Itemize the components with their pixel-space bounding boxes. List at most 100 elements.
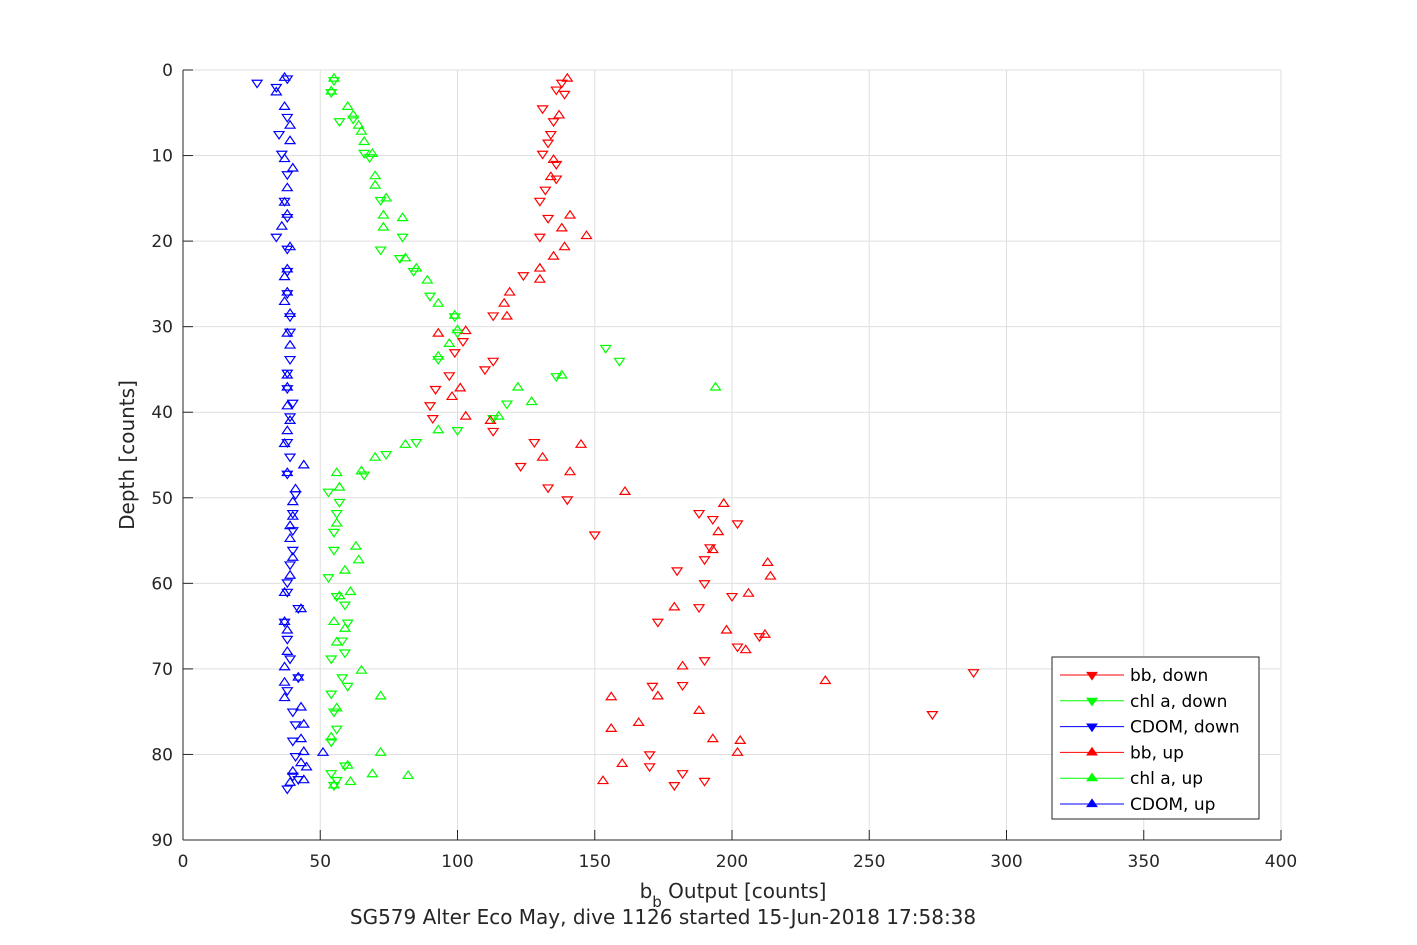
marker-cdom-up xyxy=(283,135,297,145)
marker-chl-a-up xyxy=(349,540,363,550)
marker-cdom-up xyxy=(278,676,291,686)
marker-bb-up xyxy=(547,154,560,164)
marker-chl-a-up xyxy=(374,690,387,700)
marker-cdom-up xyxy=(281,381,294,391)
marker-bb-up xyxy=(552,109,566,119)
marker-chl-a-down xyxy=(432,355,445,366)
marker-cdom-up xyxy=(283,241,297,251)
marker-chl-a-up xyxy=(325,731,338,741)
marker-cdom-up xyxy=(278,100,291,110)
marker-chl-a-down xyxy=(338,601,352,611)
marker-chl-a-down xyxy=(451,426,464,437)
marker-bb-up xyxy=(533,273,546,283)
marker-cdom-up xyxy=(281,467,294,477)
y-tick-label: 60 xyxy=(151,574,173,594)
marker-bb-down xyxy=(670,567,684,577)
marker-chl-a-down xyxy=(338,762,352,772)
marker-bb-down xyxy=(517,272,530,282)
marker-chl-a-up xyxy=(432,297,445,307)
marker-chl-a-up xyxy=(377,221,390,231)
marker-cdom-down xyxy=(281,588,294,598)
legend-box xyxy=(1051,656,1260,820)
marker-bb-up xyxy=(706,733,719,743)
marker-bb-down xyxy=(698,556,711,566)
marker-chl-a-up xyxy=(709,381,722,391)
marker-bb-down xyxy=(533,233,546,243)
marker-cdom-up xyxy=(286,496,299,506)
marker-bb-up xyxy=(498,297,511,307)
marker-cdom-up xyxy=(286,510,299,520)
marker-chl-a-down xyxy=(325,655,338,665)
marker-bb-down xyxy=(676,681,689,691)
marker-chl-a-up xyxy=(325,85,338,95)
marker-cdom-down xyxy=(281,290,294,300)
marker-cdom-up xyxy=(294,603,308,613)
axes xyxy=(182,69,1282,841)
marker-cdom-down xyxy=(286,546,299,556)
marker-cdom-down xyxy=(289,721,302,731)
marker-chl-a-up xyxy=(525,396,538,406)
marker-bb-down xyxy=(478,366,492,376)
legend-label-chl-a-up: chl a, up xyxy=(1130,769,1203,789)
marker-cdom-up xyxy=(278,196,291,206)
marker-bb-down xyxy=(698,580,711,590)
marker-chl-a-down xyxy=(379,450,393,460)
marker-bb-up xyxy=(563,466,577,476)
marker-chl-a-up xyxy=(451,324,464,334)
marker-bb-down xyxy=(692,604,706,614)
marker-cdom-down xyxy=(281,113,294,123)
marker-cdom-down xyxy=(289,752,302,762)
marker-chl-a-up xyxy=(369,170,382,180)
marker-chl-a-up xyxy=(492,410,505,420)
marker-chl-a-down xyxy=(599,344,612,354)
legend-marker-bb-down xyxy=(1086,671,1098,681)
marker-bb-up xyxy=(500,310,514,320)
marker-chl-a-up xyxy=(355,664,368,674)
marker-chl-a-down xyxy=(325,89,338,99)
marker-cdom-up xyxy=(278,271,291,281)
marker-chl-a-down xyxy=(341,682,354,692)
marker-chl-a-down xyxy=(333,498,346,508)
marker-chl-a-down xyxy=(363,154,376,164)
marker-cdom-up xyxy=(278,616,291,626)
x-axis-label-subscript: b xyxy=(652,893,662,911)
data-markers xyxy=(250,71,980,795)
marker-cdom-down xyxy=(281,385,294,395)
marker-bb-up xyxy=(668,601,681,611)
marker-cdom-down xyxy=(281,171,294,181)
marker-bb-down xyxy=(487,427,500,437)
tick-labels: 0 50 100 150 200 250 300 350 400 0 10 20 30 40 50 60 70 8… xyxy=(151,61,1297,872)
marker-bb-down xyxy=(558,90,571,100)
marker-cdom-down xyxy=(283,453,297,463)
marker-cdom-up xyxy=(286,765,299,775)
marker-cdom-up xyxy=(297,459,310,469)
marker-cdom-up xyxy=(283,119,297,129)
y-tick-label: 50 xyxy=(151,489,173,509)
marker-chl-a-down xyxy=(358,471,371,481)
marker-cdom-down xyxy=(283,413,297,423)
marker-cdom-up xyxy=(294,701,308,711)
marker-bb-up xyxy=(720,624,733,634)
marker-bb-down xyxy=(926,711,939,721)
marker-chl-a-up xyxy=(432,350,445,360)
marker-chl-a-up xyxy=(432,424,445,434)
y-tick-label: 70 xyxy=(151,660,173,680)
marker-chl-a-down xyxy=(322,488,335,498)
marker-chl-a-down xyxy=(423,292,437,302)
marker-cdom-down xyxy=(281,470,294,480)
marker-cdom-up xyxy=(289,483,302,493)
marker-chl-a-down xyxy=(325,690,338,700)
y-tick-label: 10 xyxy=(151,147,173,167)
marker-cdom-up xyxy=(283,569,297,579)
marker-bb-up xyxy=(632,716,645,726)
marker-chl-a-down xyxy=(374,246,387,256)
marker-bb-down xyxy=(731,520,744,530)
marker-bb-down xyxy=(541,214,555,224)
marker-chl-a-up xyxy=(344,586,357,596)
marker-cdom-up xyxy=(283,520,297,530)
marker-bb-up xyxy=(561,72,574,82)
marker-bb-up xyxy=(558,241,571,251)
marker-bb-up xyxy=(742,587,755,597)
marker-chl-a-up xyxy=(338,564,352,574)
legend-marker-chl-a-up xyxy=(1086,772,1098,782)
